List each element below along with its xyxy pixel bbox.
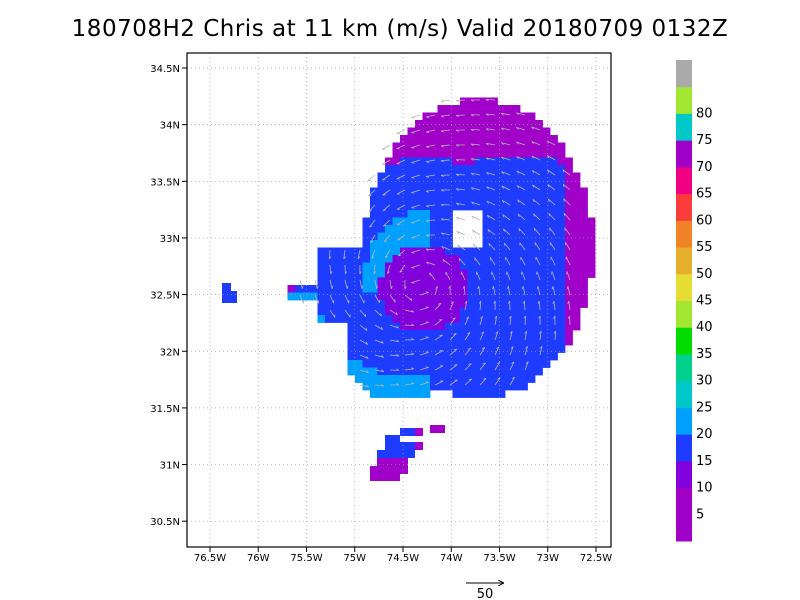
map-frame [186,52,612,548]
colorbar-swatch [676,140,692,168]
colorbar-label: 10 [696,481,713,496]
colorbar-label: 65 [696,187,713,202]
colorbar-swatch [676,273,692,301]
colorbar-swatch [676,487,692,515]
colorbar-label: 70 [696,160,713,175]
wind-vectors [299,98,571,388]
colorbar-swatch [676,166,692,195]
colorbar-swatch [676,353,692,382]
longitude-ticks: 76.5W 76W 75.5W 75W 74.5W 74W 73.5W 73W 72.5W [194,547,612,564]
x-tick-label: 74.5W [387,553,419,564]
y-tick-label: 32.5N [150,291,180,302]
y-tick-label: 34.5N [150,64,180,75]
wind-speed-field [222,97,596,481]
map-gridlines [187,53,611,547]
x-tick-label: 73.5W [483,553,515,564]
colorbar-swatch [676,327,692,355]
colorbar-swatch [676,247,692,275]
x-tick-label: 75.5W [290,553,322,564]
x-tick-label: 76W [247,553,270,564]
colorbar-label: 80 [696,106,713,121]
colorbar-label: 20 [696,427,713,442]
colorbar-label: 35 [696,347,713,362]
colorbar-label: 15 [696,454,713,469]
reference-vector-label: 50 [477,587,494,600]
y-tick-label: 34N [160,121,180,132]
vector-legend: 50 [466,583,503,600]
colorbar-swatch [676,300,692,328]
colorbar-swatch [676,434,692,462]
y-tick-label: 32N [160,347,180,358]
colorbar-swatch [676,113,692,141]
x-tick-label: 74W [440,553,463,564]
y-tick-label: 33N [160,234,180,245]
colorbar-swatch [676,86,692,114]
x-tick-label: 76.5W [194,553,226,564]
y-tick-label: 33.5N [150,177,180,188]
colorbar-label: 5 [696,507,704,522]
colorbar-label: 60 [696,213,713,228]
x-tick-label: 72.5W [580,553,612,564]
colorbar-label: 45 [696,294,713,309]
x-tick-label: 73W [536,553,559,564]
colorbar-swatch [676,193,692,221]
colorbar-swatch [676,514,692,542]
colorbar-swatch [676,460,692,489]
plot-title: 180708H2 Chris at 11 km (m/s) Valid 2018… [71,16,729,42]
colorbar-swatch [676,380,692,408]
colorbar-swatch [676,60,692,88]
colorbar-label: 25 [696,400,713,415]
colorbar-label: 50 [696,267,713,282]
colorbar-label: 40 [696,320,713,335]
colorbar-swatch [676,407,692,435]
colorbar-swatch [676,220,692,248]
x-tick-label: 75W [343,553,366,564]
colorbar-label: 55 [696,240,713,255]
y-tick-label: 31N [160,461,180,472]
y-tick-label: 31.5N [150,404,180,415]
colorbar-label: 30 [696,374,713,389]
colorbar: 5 10 15 20 25 30 35 40 45 50 55 60 65 70 75 80 [676,60,713,542]
colorbar-label: 75 [696,133,713,148]
latitude-ticks: 34.5N 34N 33.5N 33N 32.5N 32N 31.5N 31N 30.5N [150,64,187,528]
y-tick-label: 30.5N [150,517,180,528]
